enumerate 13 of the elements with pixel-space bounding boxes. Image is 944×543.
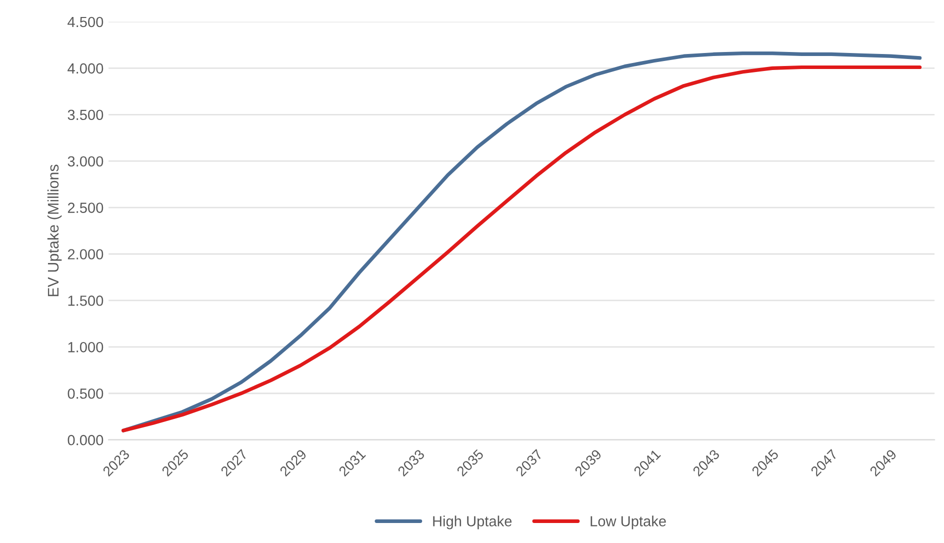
y-tick-label: 3.500 <box>68 110 104 120</box>
y-tick-label: 3.000 <box>68 156 104 167</box>
y-tick-label: 4.000 <box>68 63 104 74</box>
y-axis-title: EV Uptake (Millions <box>47 164 62 296</box>
y-tick-label: 1.500 <box>68 296 104 306</box>
legend-label: High Uptake <box>433 516 512 530</box>
legend-label: Low Uptake <box>590 516 666 530</box>
y-tick-label: 1.000 <box>68 342 104 352</box>
y-tick-label: 0.500 <box>68 388 104 399</box>
y-tick-label: 2.500 <box>68 202 104 213</box>
y-tick-label: 4.500 <box>68 16 104 28</box>
y-tick-label: 0.000 <box>68 434 104 446</box>
y-tick-label: 2.000 <box>68 249 104 260</box>
